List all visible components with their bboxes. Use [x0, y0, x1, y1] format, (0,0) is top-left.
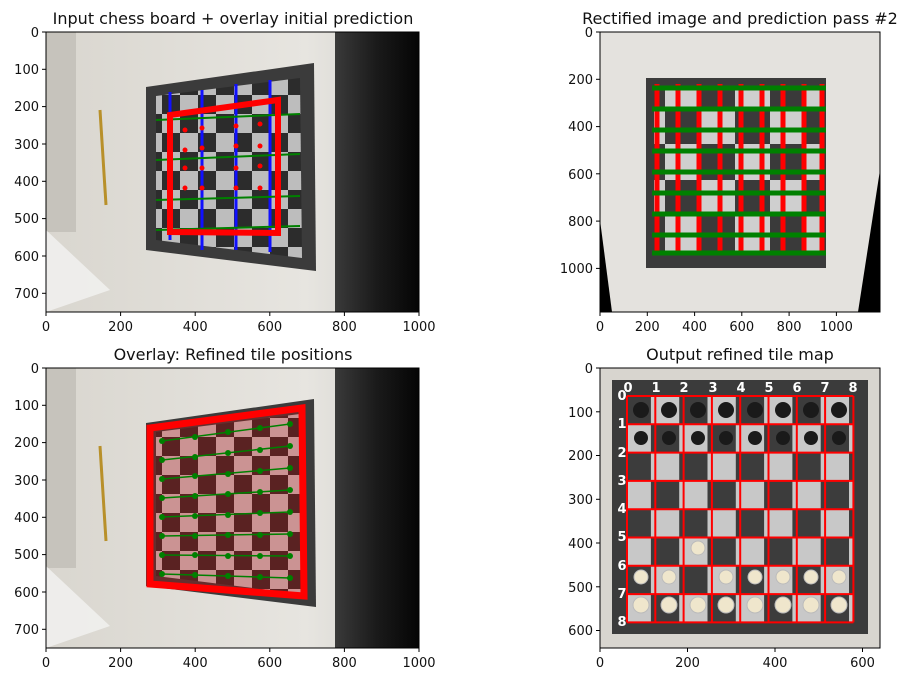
row-index-label: 0 [617, 389, 626, 404]
column-index-label: 8 [848, 381, 857, 396]
x-tick-label: 200 [108, 320, 133, 335]
x-ticks: 0 200 400 600 800 1000 [42, 648, 436, 671]
y-tick-label: 600 [14, 586, 39, 601]
axes-frame [45, 31, 420, 313]
x-tick-label: 800 [332, 320, 357, 335]
x-tick-label: 400 [183, 320, 208, 335]
y-tick-label: 200 [568, 73, 593, 88]
y-tick-label: 400 [14, 511, 39, 526]
row-index-label: 1 [617, 417, 626, 432]
y-tick-label: 500 [14, 212, 39, 227]
row-index-label: 5 [617, 530, 626, 545]
column-index-label: 6 [792, 381, 801, 396]
column-index-label: 7 [820, 381, 829, 396]
x-tick-label: 0 [596, 656, 604, 671]
overlay-photo [46, 368, 419, 648]
x-tick-label: 600 [257, 656, 282, 671]
panel-input-board: Input chess board + overlay initial pred… [14, 9, 435, 335]
y-ticks: 0 200 400 600 800 1000 [560, 26, 600, 277]
y-tick-label: 300 [568, 493, 593, 508]
y-tick-label: 1000 [560, 262, 593, 277]
x-tick-label: 600 [729, 320, 754, 335]
x-ticks: 0 200 400 600 800 1000 [596, 312, 853, 335]
y-tick-label: 100 [14, 399, 39, 414]
row-index-label: 7 [617, 587, 626, 602]
y-tick-label: 100 [14, 63, 39, 78]
x-tick-label: 0 [42, 656, 50, 671]
pass2-prediction-overlay [652, 84, 826, 256]
column-index-label: 5 [764, 381, 773, 396]
input-photo [46, 32, 419, 312]
y-tick-label: 0 [31, 26, 39, 41]
column-index-label: 0 [623, 381, 632, 396]
x-tick-label: 0 [596, 320, 604, 335]
x-tick-label: 400 [763, 656, 788, 671]
y-tick-label: 100 [568, 406, 593, 421]
y-tick-label: 0 [585, 362, 593, 377]
panel-refined-overlay: Overlay: Refined tile positions [14, 345, 435, 671]
y-tick-label: 200 [14, 436, 39, 451]
x-ticks: 0 200 400 600 800 1000 [42, 312, 436, 335]
y-tick-label: 700 [14, 623, 39, 638]
row-index-label: 8 [617, 615, 626, 630]
column-index-label: 2 [679, 381, 688, 396]
y-tick-label: 600 [14, 250, 39, 265]
row-index-label: 2 [617, 446, 626, 461]
x-tick-label: 1000 [402, 320, 435, 335]
y-tick-label: 500 [568, 581, 593, 596]
y-tick-label: 400 [568, 537, 593, 552]
panel-title: Input chess board + overlay initial pred… [53, 9, 414, 28]
x-ticks: 0 200 400 600 [596, 648, 875, 671]
y-ticks: 0 100 200 300 400 500 600 [568, 362, 600, 639]
y-tick-label: 300 [14, 138, 39, 153]
axes-frame [599, 367, 881, 649]
y-tick-label: 500 [14, 548, 39, 563]
row-index-label: 4 [617, 502, 626, 517]
y-tick-label: 200 [14, 100, 39, 115]
y-ticks: 0 100 200 300 400 500 600 700 [14, 362, 46, 638]
y-tick-label: 800 [568, 215, 593, 230]
y-tick-label: 300 [14, 474, 39, 489]
panel-title: Output refined tile map [646, 345, 834, 364]
column-index-label: 1 [651, 381, 660, 396]
y-tick-label: 400 [568, 120, 593, 135]
y-tick-label: 600 [568, 624, 593, 639]
column-index-label: 4 [736, 381, 745, 396]
initial-prediction-overlay [155, 80, 301, 252]
axes-frame [45, 367, 420, 649]
y-tick-label: 200 [568, 449, 593, 464]
x-tick-label: 200 [675, 656, 700, 671]
row-index-label: 6 [617, 559, 626, 574]
y-tick-label: 600 [568, 168, 593, 183]
x-tick-label: 1000 [820, 320, 853, 335]
panel-rectified: Rectified image and prediction pass #2 [560, 9, 898, 335]
y-ticks: 0 100 200 300 400 500 600 700 [14, 26, 46, 302]
panel-title: Overlay: Refined tile positions [114, 345, 353, 364]
x-tick-label: 600 [850, 656, 875, 671]
y-tick-label: 700 [14, 287, 39, 302]
x-tick-label: 800 [332, 656, 357, 671]
axes-frame [599, 31, 881, 313]
y-tick-label: 0 [31, 362, 39, 377]
row-index-label: 3 [617, 474, 626, 489]
x-tick-label: 0 [42, 320, 50, 335]
x-tick-label: 600 [257, 320, 282, 335]
column-index-label: 3 [708, 381, 717, 396]
y-tick-label: 400 [14, 175, 39, 190]
x-tick-label: 400 [183, 656, 208, 671]
x-tick-label: 200 [635, 320, 660, 335]
x-tick-label: 400 [682, 320, 707, 335]
x-tick-label: 1000 [402, 656, 435, 671]
panel-tile-map: Output refined tile map [568, 345, 881, 671]
refined-tile-overlay [146, 404, 308, 600]
y-tick-label: 0 [585, 26, 593, 41]
panel-title: Rectified image and prediction pass #2 [582, 9, 898, 28]
grid-index-labels: 0 1 2 3 4 5 6 7 8 0 1 2 3 4 5 6 7 8 [617, 381, 857, 630]
x-tick-label: 200 [108, 656, 133, 671]
tile-grid-overlay [626, 395, 855, 624]
x-tick-label: 800 [777, 320, 802, 335]
